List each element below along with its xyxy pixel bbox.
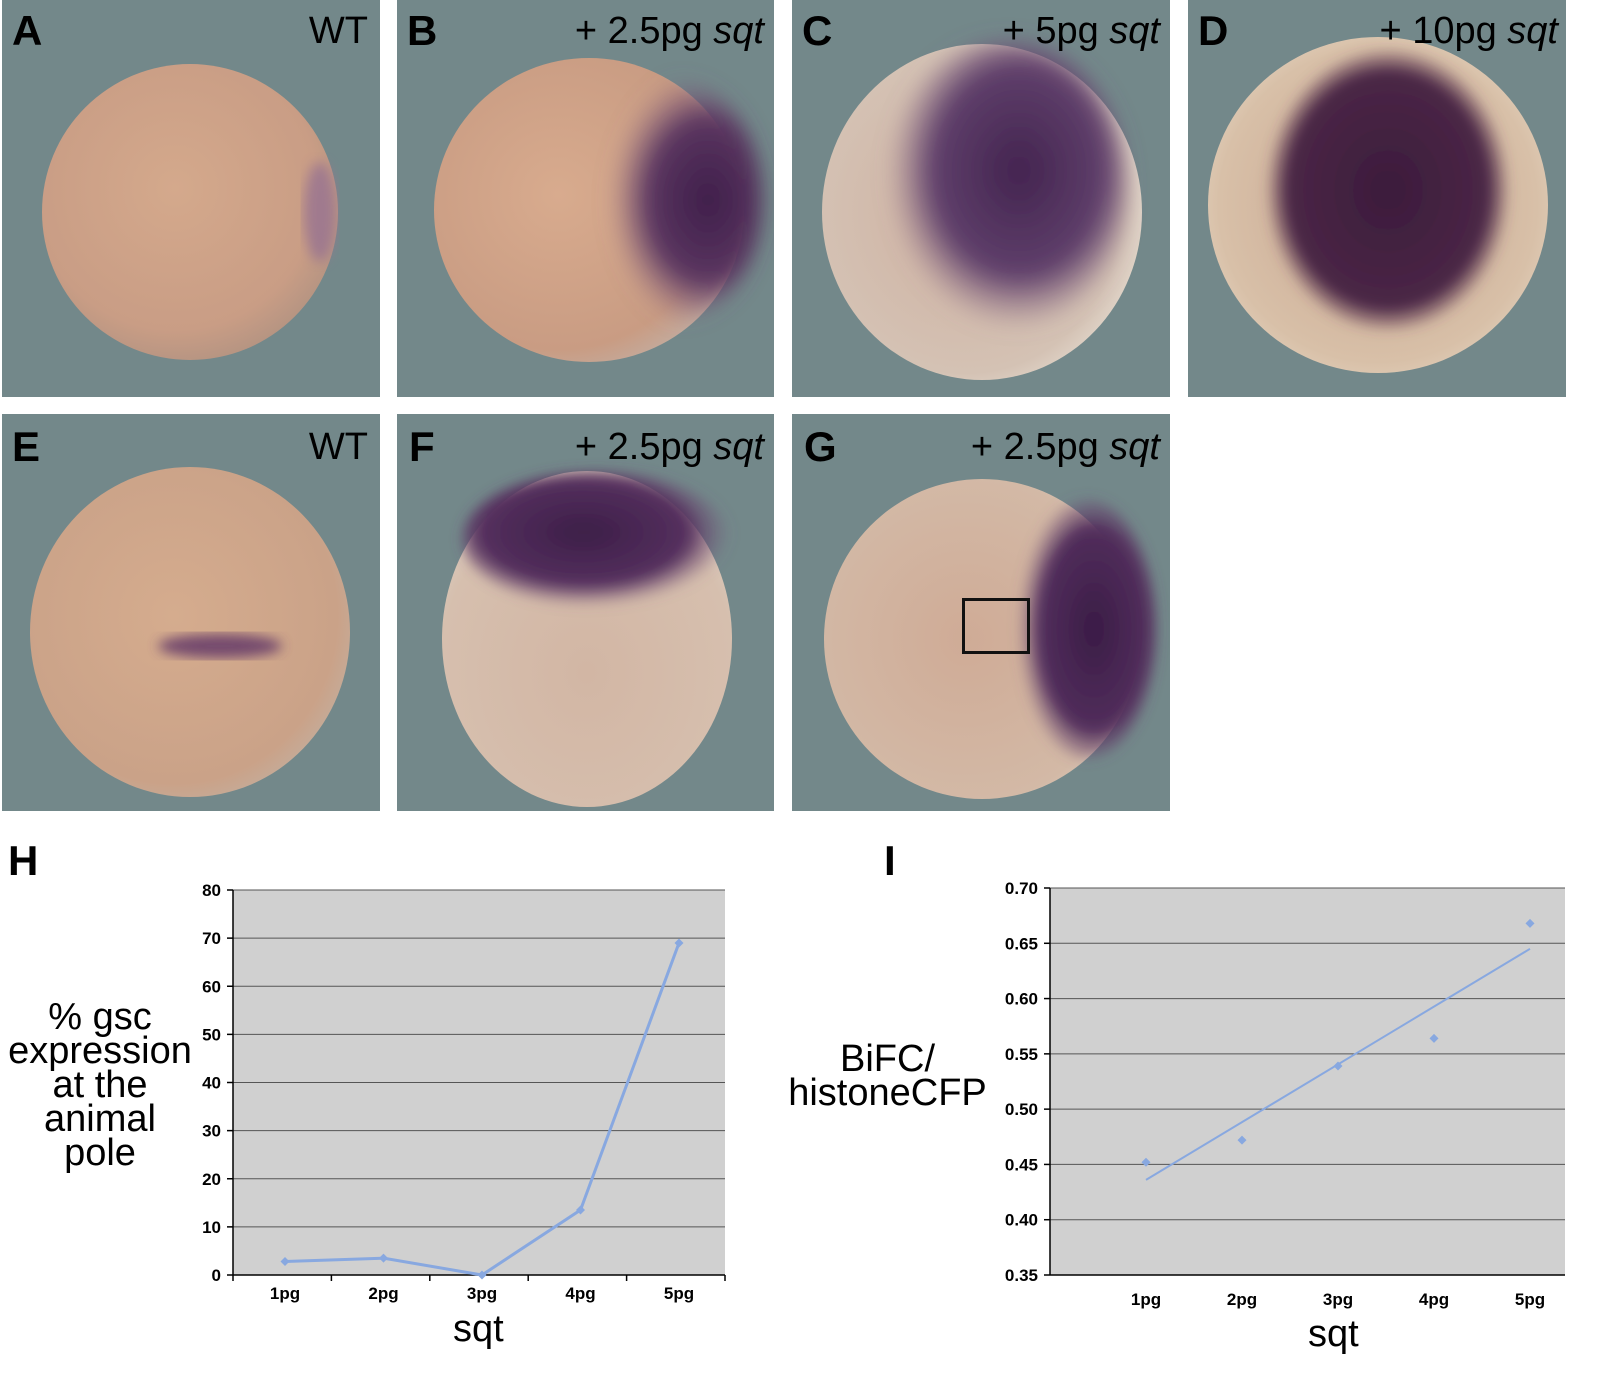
- y-tick-label: 10: [202, 1218, 221, 1237]
- embryo-a-image: [42, 64, 338, 360]
- y-tick-label: 0.60: [1005, 990, 1038, 1009]
- embryo-c-image: [822, 40, 1142, 380]
- data-point: [1525, 918, 1535, 928]
- y-tick-label: 0.65: [1005, 934, 1038, 953]
- embryo-g-image: [824, 479, 1157, 799]
- panel-g-image: G + 2.5pg sqt: [792, 414, 1170, 811]
- chart-i-xlabel: sqt: [1308, 1313, 1359, 1355]
- panel-label: G: [804, 423, 837, 470]
- x-tick-label: 1pg: [270, 1284, 300, 1303]
- data-point: [1141, 1157, 1151, 1167]
- panel-condition: + 2.5pg sqt: [970, 426, 1160, 468]
- panel-label: A: [12, 7, 43, 54]
- y-tick-label: 20: [202, 1170, 221, 1189]
- plot-area: [1050, 888, 1565, 1275]
- panel-condition: WT: [308, 10, 368, 52]
- panel-condition: + 2.5pg sqt: [574, 426, 764, 468]
- x-tick-label: 2pg: [368, 1284, 398, 1303]
- y-tick-label: 60: [202, 977, 221, 996]
- x-tick-label: 2pg: [1227, 1290, 1257, 1309]
- panel-label: D: [1198, 7, 1229, 54]
- x-tick-label: 5pg: [664, 1284, 694, 1303]
- panel-a-image: A WT: [2, 0, 380, 397]
- x-tick-label: 1pg: [1131, 1290, 1161, 1309]
- data-point: [674, 938, 684, 948]
- data-point: [477, 1270, 487, 1280]
- x-tick-label: 5pg: [1515, 1290, 1545, 1309]
- y-tick-label: 0: [212, 1266, 221, 1285]
- data-point: [280, 1257, 290, 1267]
- data-point: [1237, 1135, 1247, 1145]
- panel-c-image: C + 5pg sqt: [792, 0, 1170, 397]
- data-point: [1429, 1033, 1439, 1043]
- chart-h-xlabel: sqt: [453, 1308, 504, 1350]
- y-tick-label: 80: [202, 881, 221, 900]
- y-tick-label: 0.55: [1005, 1045, 1038, 1064]
- panel-condition: WT: [308, 426, 368, 468]
- x-tick-label: 3pg: [467, 1284, 497, 1303]
- y-tick-label: 50: [202, 1025, 221, 1044]
- panel-label: E: [12, 423, 41, 470]
- y-tick-label: 0.70: [1005, 879, 1038, 898]
- panel-b-image: B + 2.5pg sqt: [397, 0, 774, 397]
- region-of-interest-box: [962, 598, 1030, 654]
- y-tick-label: 0.35: [1005, 1266, 1038, 1285]
- panel-e-image: E WT: [2, 414, 380, 811]
- y-tick-label: 0.45: [1005, 1155, 1038, 1174]
- panel-label: B: [407, 7, 438, 54]
- panel-label: C: [802, 7, 833, 54]
- y-tick-label: 70: [202, 929, 221, 948]
- embryo-b-image: [434, 58, 762, 362]
- panel-condition: + 2.5pg sqt: [574, 10, 764, 52]
- embryo-f-image: [442, 471, 732, 807]
- panel-f-image: F + 2.5pg sqt: [397, 414, 774, 811]
- chart-i-ylabel: BiFC/ histoneCFP: [788, 1038, 987, 1114]
- y-tick-label: 40: [202, 1074, 221, 1093]
- y-tick-label: 30: [202, 1122, 221, 1141]
- panel-d-image: D + 10pg sqt: [1188, 0, 1566, 397]
- y-tick-label: 0.40: [1005, 1211, 1038, 1230]
- x-tick-label: 4pg: [565, 1284, 595, 1303]
- data-point: [379, 1253, 388, 1263]
- panel-label: F: [409, 423, 435, 470]
- chart-h-ylabel: % gsc expression at the animal pole: [8, 996, 192, 1174]
- data-point: [576, 1205, 585, 1215]
- embryo-e-image: [30, 467, 350, 797]
- chart-i-label: I: [884, 837, 896, 884]
- chart-h-label: H: [8, 837, 39, 884]
- x-tick-label: 3pg: [1323, 1290, 1353, 1309]
- panel-condition: + 10pg sqt: [1379, 10, 1558, 52]
- embryo-d-image: [1208, 37, 1548, 373]
- data-point: [1333, 1061, 1343, 1071]
- panel-condition: + 5pg sqt: [1002, 10, 1160, 52]
- y-tick-label: 0.50: [1005, 1100, 1038, 1119]
- x-tick-label: 4pg: [1419, 1290, 1449, 1309]
